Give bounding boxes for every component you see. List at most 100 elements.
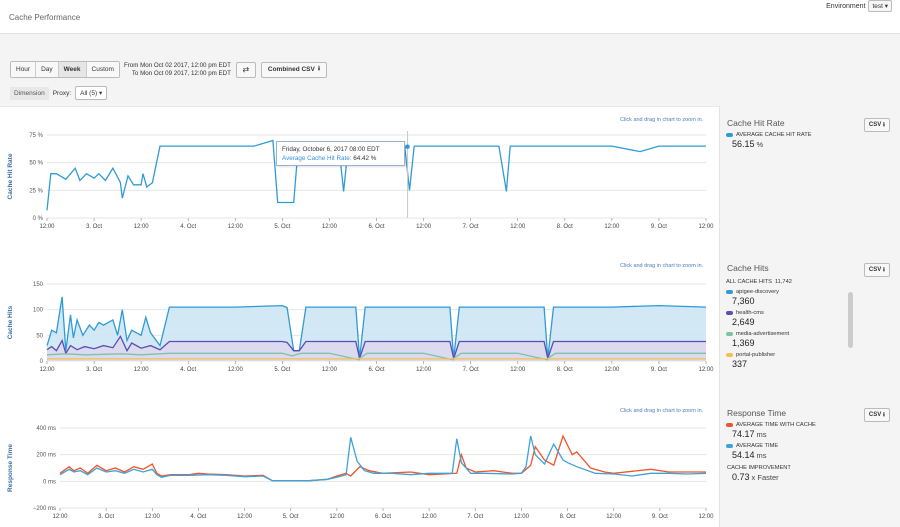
x-tick-label: 12:00: [422, 514, 438, 520]
x-tick-label: 9. Oct: [651, 367, 667, 373]
date-to: To Mon Oct 09 2017, 12:00 pm EDT: [131, 69, 231, 77]
legend-swatch: [726, 423, 733, 427]
zoom-hint-1: Click and drag in chart to zoom in.: [620, 117, 704, 123]
x-tick-label: 8. Oct: [560, 514, 576, 520]
legend-number: 0.73: [732, 472, 750, 482]
date-from: From Mon Oct 02 2017, 12:00 pm EDT: [123, 61, 231, 69]
x-tick-label: 6. Oct: [375, 514, 391, 520]
y-axis-label: Cache Hit Rate: [7, 153, 14, 199]
legend-value: 337: [732, 359, 748, 367]
x-tick-label: 6. Oct: [368, 367, 384, 373]
tooltip-row: Average Cache Hit Rate: 64.42 %: [282, 154, 399, 163]
y-axis-label: Response Time: [7, 444, 14, 492]
y-tick-label: 25 %: [29, 188, 43, 194]
legend-swatch: [726, 353, 733, 357]
legend-item[interactable]: AVERAGE TIME: [726, 443, 886, 449]
x-tick-label: 12:00: [510, 367, 526, 373]
zoom-hint-3: Click and drag in chart to zoom in.: [620, 408, 704, 414]
range-custom-button[interactable]: Custom: [86, 62, 119, 77]
cache-hits-chart[interactable]: 0 50 100 150 Cache Hits 12:00 3. Oct 12:00 4. Oc…: [0, 272, 718, 382]
x-tick-label: 12:00: [322, 367, 338, 373]
legend-item[interactable]: AVERAGE TIME WITH CACHE: [726, 422, 886, 428]
cache-hits-csv-button[interactable]: CSV ⭳: [863, 263, 890, 277]
x-tick-label: 4. Oct: [190, 514, 206, 520]
csv-label: CSV: [868, 267, 882, 273]
response-time-legend: AVERAGE TIME WITH CACHE 74.17 ms AVERAGE …: [726, 418, 886, 482]
x-tick-label: 9. Oct: [652, 514, 668, 520]
x-tick-label: 7. Oct: [463, 367, 479, 373]
response-time-csv-button[interactable]: CSV ⭳: [863, 408, 890, 422]
tooltip-colon: :: [349, 155, 354, 162]
page-header: Cache Performance Environment test ▾: [0, 0, 900, 34]
chevron-down-icon: ▾: [884, 3, 888, 10]
series-line-Average Cache Hit Rate: [46, 139, 706, 211]
x-tick-label: 12:00: [416, 367, 432, 373]
legend-swatch: [726, 290, 733, 294]
legend-panel: Cache Hit Rate CSV ⭳ AVERAGE CACHE HIT R…: [721, 106, 900, 527]
environment-select[interactable]: test ▾: [868, 0, 892, 12]
legend-swatch: [726, 332, 733, 336]
series-line-Average Time With Cache: [59, 434, 706, 482]
environment-label: Environment: [826, 2, 866, 10]
x-tick-label: 12:00: [322, 224, 338, 230]
legend-value: 74.17 ms: [732, 429, 886, 439]
x-tick-label: 3. Oct: [86, 224, 102, 230]
swap-button[interactable]: ⇄: [235, 61, 256, 78]
legend-label: AVERAGE TIME: [736, 443, 779, 449]
y-tick-label: 75 %: [29, 133, 43, 139]
legend-unit: ms: [756, 451, 767, 460]
time-range-toolbar: Hour Day Week Custom From Mon Oct 02 201…: [10, 61, 328, 78]
legend-value: 7,360: [732, 296, 755, 306]
x-tick-label: 12:00: [237, 514, 253, 520]
x-tick-label: 12:00: [514, 514, 530, 520]
legend-unit: %: [756, 140, 764, 149]
legend-item[interactable]: AVERAGE CACHE HIT RATE: [726, 132, 886, 138]
x-tick-label: 3. Oct: [98, 514, 114, 520]
range-week-button[interactable]: Week: [58, 62, 87, 77]
y-tick-label: 200 ms: [36, 453, 56, 459]
x-tick-label: 7. Oct: [467, 514, 483, 520]
range-hour-button[interactable]: Hour: [11, 62, 37, 77]
range-day-button[interactable]: Day: [36, 62, 59, 77]
cache-hit-rate-csv-button[interactable]: CSV ⭳: [863, 118, 890, 132]
environment-value: test: [872, 3, 883, 10]
legend-unit: x Faster: [751, 473, 779, 482]
zoom-hint-2: Click and drag in chart to zoom in.: [620, 263, 704, 269]
download-icon: ⭳: [317, 65, 321, 72]
y-tick-label: 0 %: [33, 216, 44, 222]
dimension-label: Dimension: [10, 86, 49, 100]
legend-item[interactable]: health-cms: [726, 310, 854, 316]
legend-label: media-advertisement: [736, 331, 790, 337]
environment-picker: Environment test ▾: [826, 0, 892, 12]
cache-hits-title: Cache Hits: [727, 263, 769, 273]
csv-label: CSV: [868, 412, 882, 418]
download-icon: ⭳: [882, 267, 885, 273]
legend-swatch: [726, 444, 733, 448]
proxy-select[interactable]: All (5) ▾: [75, 86, 108, 100]
swap-icon: ⇄: [242, 65, 250, 74]
legend-item[interactable]: portal-publisher: [726, 352, 854, 358]
legend-item[interactable]: apigee-discovery: [726, 289, 854, 295]
legend-item[interactable]: media-advertisement: [726, 331, 854, 337]
legend-swatch: [726, 133, 733, 137]
proxy-label: Proxy:: [52, 89, 72, 97]
response-time-chart[interactable]: −200 ms 0 ms 200 ms 400 ms Response Time 12:0…: [0, 416, 718, 527]
x-tick-label: 12:00: [604, 224, 620, 230]
hover-point: [405, 144, 410, 149]
y-tick-label: −200 ms: [33, 506, 56, 512]
combined-csv-button[interactable]: Combined CSV ⭳: [260, 61, 328, 78]
y-tick-label: 50: [36, 333, 43, 339]
x-tick-label: 12:00: [329, 514, 345, 520]
x-tick-label: 12:00: [134, 367, 150, 373]
legend-total-value: 11,742: [774, 279, 792, 285]
legend-scrollbar[interactable]: [848, 292, 853, 348]
legend-number: 56.15: [732, 139, 755, 149]
response-time-title: Response Time: [727, 408, 787, 418]
legend-label: AVERAGE CACHE HIT RATE: [736, 132, 812, 138]
cache-hits-legend: ALL CACHE HITS 11,742 apigee-discovery 7…: [726, 279, 854, 367]
download-icon: ⭳: [882, 412, 885, 418]
chart-tooltip: Friday, October 6, 2017 08:00 EDT Averag…: [276, 141, 405, 166]
x-tick-label: 12:00: [698, 367, 714, 373]
cache-hit-rate-chart[interactable]: 0 % 25 % 50 % 75 % Cache Hit Rate 12:00 3. Oct…: [0, 121, 718, 249]
range-button-group: Hour Day Week Custom: [10, 61, 120, 78]
